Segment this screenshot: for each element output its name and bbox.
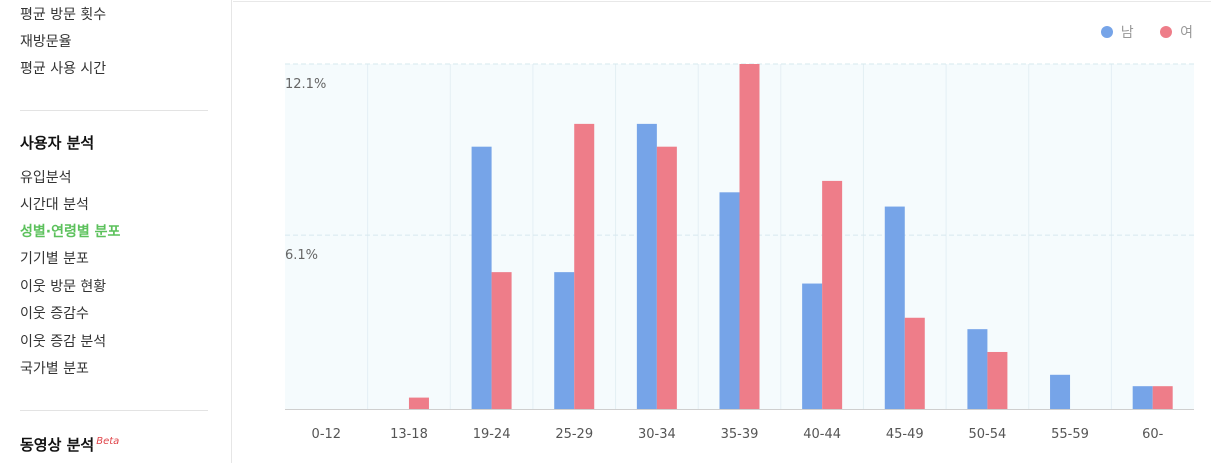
x-tick-label: 40-44: [803, 427, 841, 442]
x-tick-label: 13-18: [390, 427, 428, 442]
nav-avg-time[interactable]: 평균 사용 시간: [20, 61, 107, 77]
bar-female-30-34: [656, 146, 677, 409]
x-tick-label: 35-39: [721, 427, 759, 442]
bar-female-13-18: [408, 397, 429, 409]
x-tick-label: 19-24: [473, 427, 511, 442]
bar-female-19-24: [491, 272, 512, 409]
nav-revisit-rate[interactable]: 재방문율: [20, 34, 72, 50]
bar-female-25-29: [574, 123, 595, 409]
section-title-user-analysis: 사용자 분석: [20, 134, 95, 152]
x-tick-label: 25-29: [555, 427, 593, 442]
bar-female-45-49: [904, 317, 925, 409]
x-tick-label: 55-59: [1051, 427, 1089, 442]
sidebar-divider: [20, 110, 208, 111]
nav-neighbor-change[interactable]: 이웃 증감수: [20, 306, 89, 322]
bar-female-50-54: [987, 351, 1008, 409]
bar-male-55-59: [1050, 374, 1071, 409]
bar-male-45-49: [884, 206, 905, 409]
legend-label-male: 남: [1120, 25, 1134, 41]
bar-male-35-39: [719, 192, 740, 409]
nav-country[interactable]: 국가별 분포: [20, 361, 89, 377]
sidebar-divider: [20, 410, 208, 411]
nav-inflow-analysis[interactable]: 유입분석: [20, 170, 72, 186]
bar-male-60-: [1132, 386, 1153, 409]
nav-gender-age[interactable]: 성별·연령별 분포: [20, 224, 121, 240]
bar-female-35-39: [739, 64, 760, 409]
legend-label-female: 여: [1180, 25, 1193, 41]
nav-neighbor-change-analysis[interactable]: 이웃 증감 분석: [20, 334, 107, 350]
legend-item-female[interactable]: 여: [1160, 22, 1193, 42]
legend-item-male[interactable]: 남: [1100, 22, 1134, 42]
bar-female-60-: [1152, 386, 1173, 409]
x-tick-label: 60-: [1142, 427, 1164, 442]
bar-male-50-54: [967, 329, 988, 409]
bar-chart: 6.1% 12.1% 0-12 13-18 19-24 25-29 30-34 35-39 40…: [233, 1, 1211, 442]
nav-device[interactable]: 기기별 분포: [20, 251, 89, 267]
sidebar: 평균 방문 횟수 재방문율 평균 사용 시간 사용자 분석 유입분석 시간대 분…: [0, 0, 232, 463]
y-tick-label: 6.1%: [285, 248, 318, 263]
x-tick-label: 0-12: [312, 427, 342, 442]
x-tick-label: 45-49: [886, 427, 924, 442]
bar-male-40-44: [802, 283, 823, 409]
nav-neighbor-visits[interactable]: 이웃 방문 현황: [20, 279, 107, 295]
bar-female-40-44: [822, 180, 843, 409]
legend-dot-female: [1160, 26, 1173, 38]
section-title-video-label: 동영상 분석: [20, 436, 95, 454]
legend-dot-male: [1100, 26, 1113, 38]
nav-avg-visits[interactable]: 평균 방문 횟수: [20, 7, 107, 23]
chart-area: 6.1% 12.1% 0-12 13-18 19-24 25-29 30-34 35-39 40…: [233, 0, 1211, 463]
bar-male-25-29: [554, 272, 575, 409]
section-title-video-analysis[interactable]: 동영상 분석 Beta: [20, 433, 119, 454]
x-tick-label: 50-54: [969, 427, 1007, 442]
x-tick-label: 30-34: [638, 427, 676, 442]
beta-badge: Beta: [96, 436, 120, 447]
bar-male-19-24: [471, 146, 492, 409]
nav-time-analysis[interactable]: 시간대 분석: [20, 197, 89, 213]
chart-legend: 남 여: [1079, 22, 1193, 42]
bar-male-30-34: [636, 123, 657, 409]
y-tick-label: 12.1%: [285, 77, 326, 92]
